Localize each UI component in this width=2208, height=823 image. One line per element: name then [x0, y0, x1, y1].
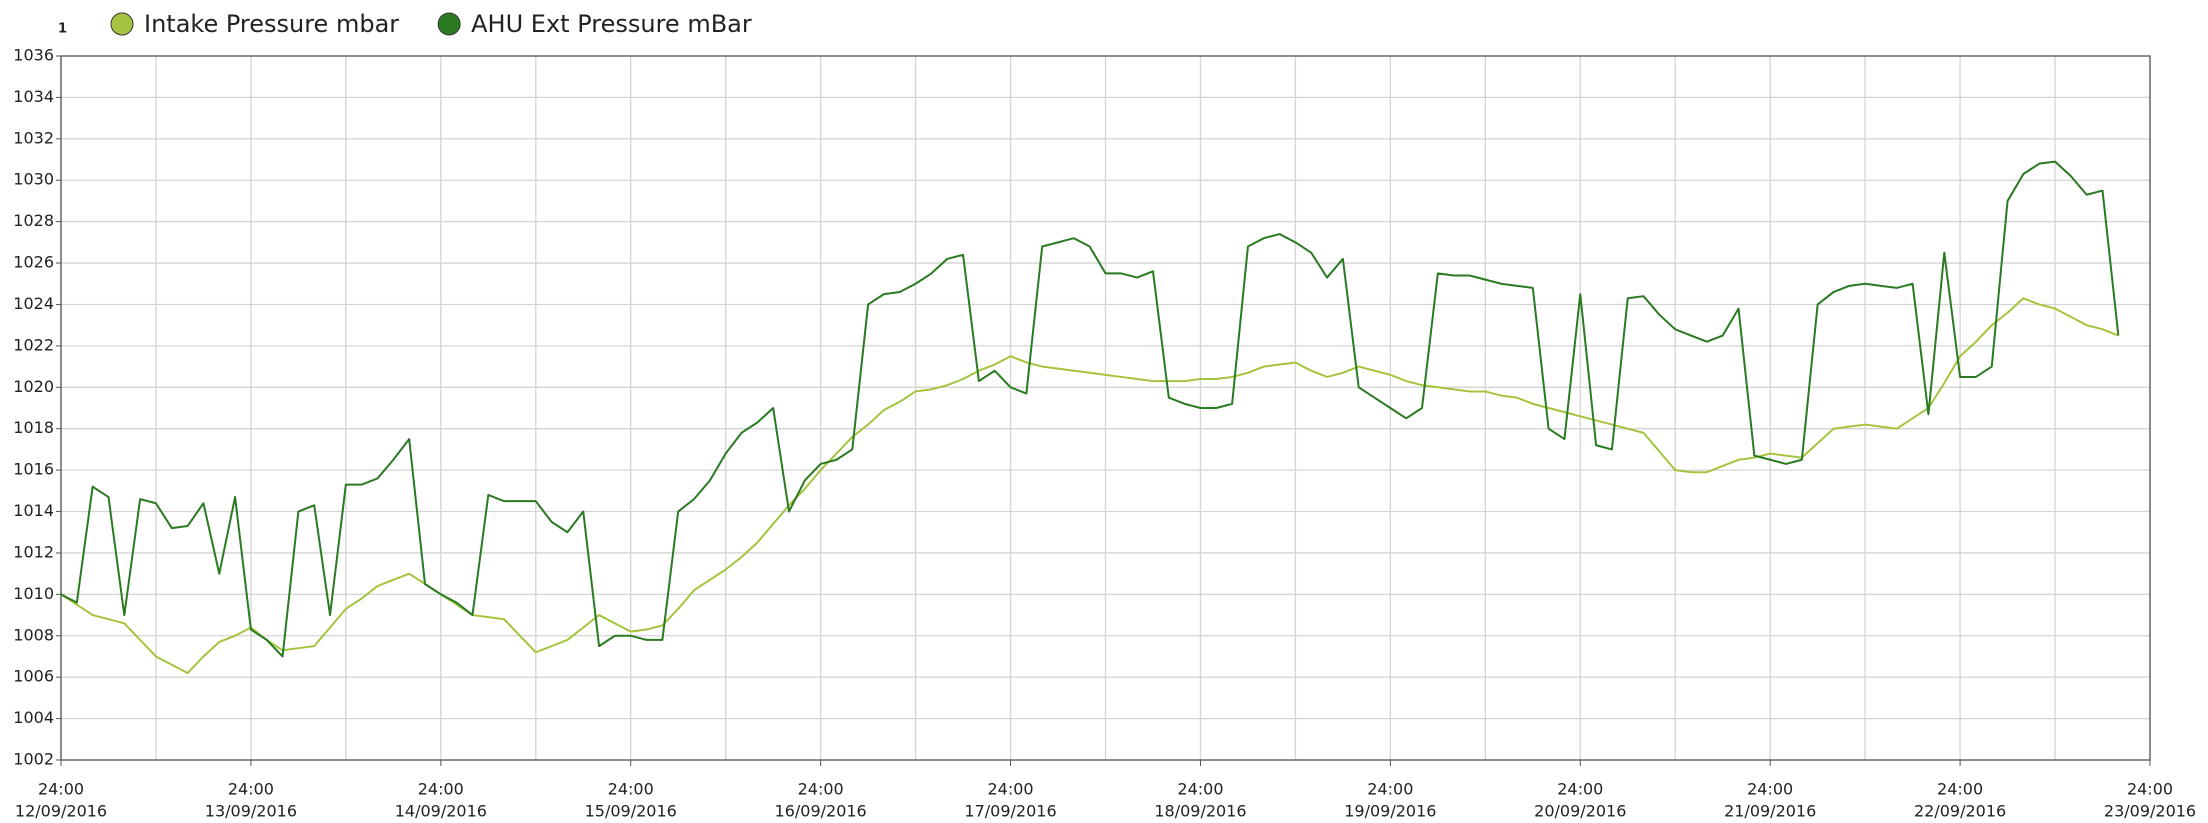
y-axis-label: 1 [58, 22, 67, 37]
x-tick-date: 23/09/2016 [2104, 802, 2196, 821]
y-tick-label: 1006 [13, 667, 54, 686]
legend-swatch [110, 12, 134, 36]
x-tick-time: 24:00 [1557, 780, 1603, 799]
x-tick-time: 24:00 [418, 780, 464, 799]
x-tick-time: 24:00 [228, 780, 274, 799]
y-tick-label: 1028 [13, 211, 54, 230]
legend: Intake Pressure mbar AHU Ext Pressure mBa… [110, 10, 752, 38]
x-tick-time: 24:00 [1177, 780, 1223, 799]
x-tick-date: 13/09/2016 [205, 802, 297, 821]
x-tick-date: 20/09/2016 [1534, 802, 1626, 821]
x-tick-date: 17/09/2016 [964, 802, 1056, 821]
series-line [60, 297, 2119, 675]
y-tick-label: 1018 [13, 418, 54, 437]
x-tick-time: 24:00 [1367, 780, 1413, 799]
x-tick-date: 14/09/2016 [395, 802, 487, 821]
y-tick-label: 1008 [13, 625, 54, 644]
y-tick-label: 1010 [13, 584, 54, 603]
x-tick-time: 24:00 [798, 780, 844, 799]
legend-swatch [437, 12, 461, 36]
x-tick-date: 21/09/2016 [1724, 802, 1816, 821]
x-tick-date: 12/09/2016 [15, 802, 107, 821]
x-tick-time: 24:00 [1937, 780, 1983, 799]
x-tick-time: 24:00 [38, 780, 84, 799]
series-line [60, 160, 2120, 658]
y-tick-label: 1024 [13, 294, 54, 313]
y-tick-label: 1034 [13, 87, 54, 106]
legend-label: Intake Pressure mbar [144, 10, 399, 38]
y-tick-label: 1012 [13, 542, 54, 561]
legend-label: AHU Ext Pressure mBar [471, 10, 752, 38]
y-tick-label: 1030 [13, 170, 54, 189]
y-tick-label: 1032 [13, 128, 54, 147]
x-tick-date: 18/09/2016 [1154, 802, 1246, 821]
x-tick-time: 24:00 [987, 780, 1033, 799]
y-tick-label: 1014 [13, 501, 54, 520]
plot-frame [60, 55, 2151, 761]
x-tick-date: 19/09/2016 [1344, 802, 1436, 821]
x-tick-time: 24:00 [2127, 780, 2173, 799]
y-tick-label: 1020 [13, 377, 54, 396]
y-tick-label: 1002 [13, 750, 54, 769]
x-tick-time: 24:00 [1747, 780, 1793, 799]
x-tick-time: 24:00 [608, 780, 654, 799]
y-tick-label: 1026 [13, 253, 54, 272]
y-tick-label: 1036 [13, 46, 54, 65]
y-tick-label: 1022 [13, 335, 54, 354]
x-tick-date: 16/09/2016 [775, 802, 867, 821]
y-tick-label: 1004 [13, 708, 54, 727]
y-tick-label: 1016 [13, 460, 54, 479]
x-tick-date: 22/09/2016 [1914, 802, 2006, 821]
x-tick-date: 15/09/2016 [585, 802, 677, 821]
